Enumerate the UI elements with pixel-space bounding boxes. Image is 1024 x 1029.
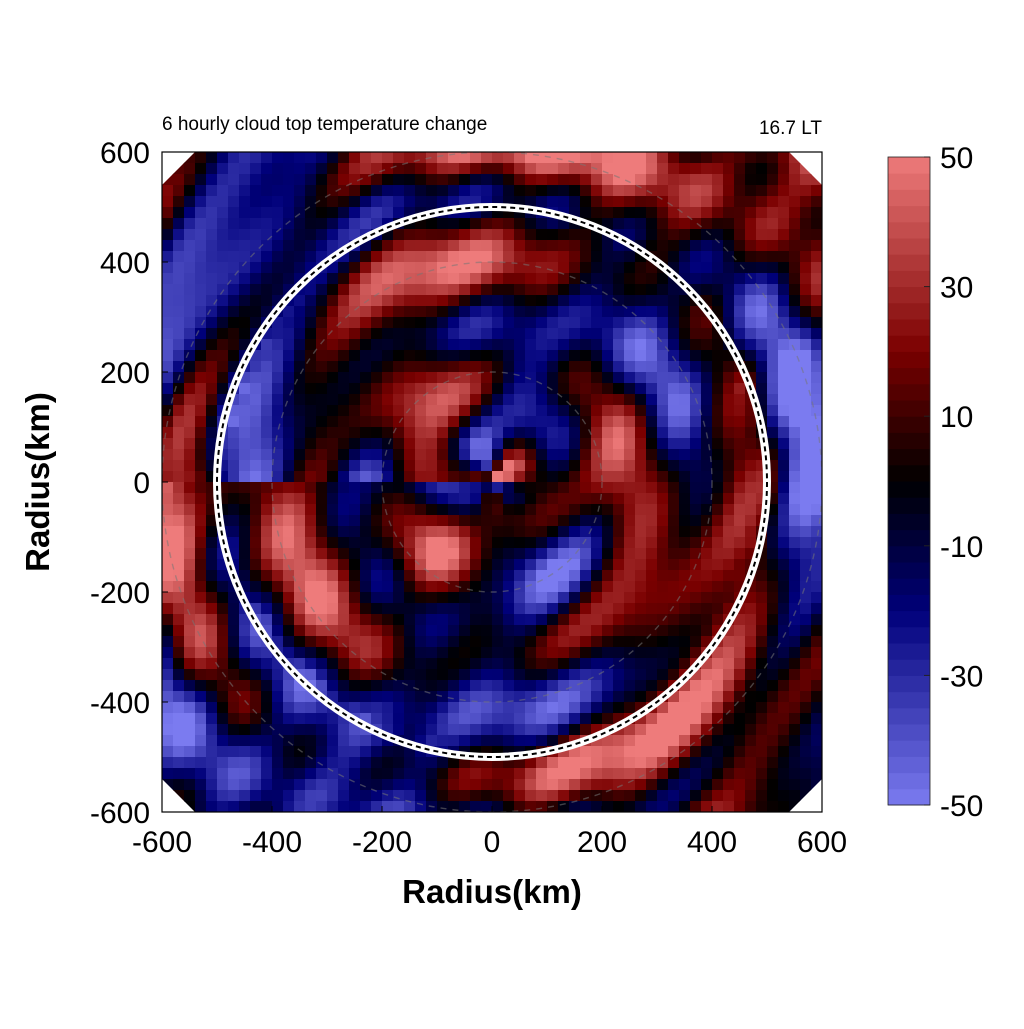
- colorbar-tick-label: -50: [940, 790, 983, 823]
- heatmap-field: [162, 152, 822, 812]
- x-axis-label: Radius(km): [402, 873, 582, 910]
- time-label: 16.7 LT: [759, 118, 822, 139]
- range-ring: [271, 261, 713, 703]
- y-axis: 600 400 200 0 -200 -400 -600: [90, 137, 168, 830]
- x-tick-label: 200: [577, 826, 627, 859]
- y-tick-label: -400: [90, 687, 150, 720]
- y-tick-label: 600: [100, 137, 150, 170]
- colorbar-tick-label: 10: [940, 401, 973, 434]
- colorbar-tick-label: 50: [940, 142, 973, 175]
- x-tick-label: 0: [484, 826, 501, 859]
- x-tick-label: -600: [132, 826, 192, 859]
- y-tick-label: -200: [90, 577, 150, 610]
- x-tick-label: -200: [352, 826, 412, 859]
- colorbar: 50 30 10 -10 -30 -50: [887, 142, 983, 823]
- x-axis: -600 -400 -200 0 200 400 600: [132, 806, 847, 859]
- y-tick-label: 200: [100, 357, 150, 390]
- plot-area: [161, 151, 823, 813]
- range-rings: [162, 152, 822, 812]
- colorbar-tick-label: -30: [940, 660, 983, 693]
- chart-title: 6 hourly cloud top temperature change: [162, 114, 487, 135]
- colorbar-ticks: 50 30 10 -10 -30 -50: [924, 142, 983, 823]
- x-tick-label: 400: [687, 826, 737, 859]
- range-ring: [381, 371, 603, 593]
- colorbar-tick-label: 30: [940, 272, 973, 305]
- x-tick-label: 600: [797, 826, 847, 859]
- reference-circle: [213, 203, 771, 761]
- y-axis-label: Radius(km): [19, 392, 56, 572]
- y-tick-label: -600: [90, 797, 150, 830]
- y-tick-label: 400: [100, 247, 150, 280]
- colorbar-tick-label: -10: [940, 531, 983, 564]
- x-tick-label: -400: [242, 826, 302, 859]
- y-tick-label: 0: [133, 467, 150, 500]
